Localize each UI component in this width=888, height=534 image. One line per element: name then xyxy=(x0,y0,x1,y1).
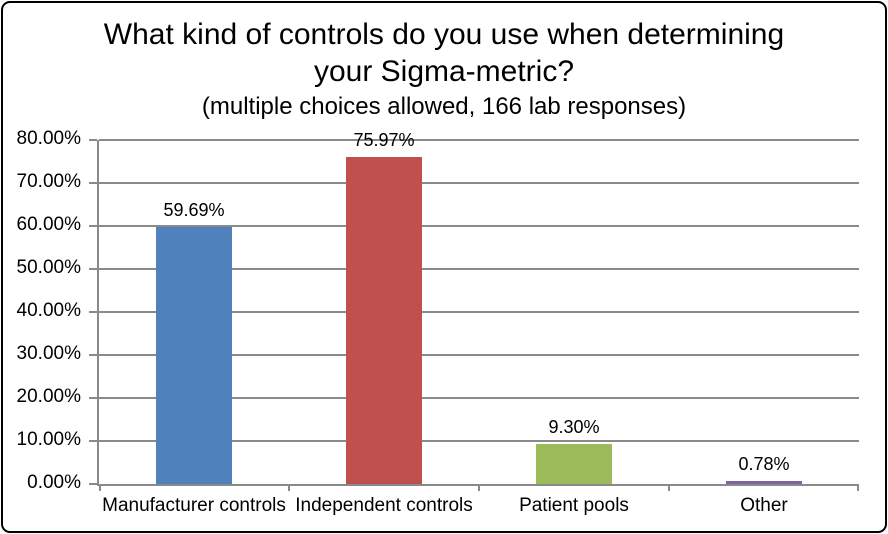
y-axis-line xyxy=(97,140,99,484)
y-axis-tick-label: 30.00% xyxy=(16,343,81,364)
gridline xyxy=(99,354,859,356)
y-axis-tick-label: 40.00% xyxy=(16,300,81,321)
y-axis-tick xyxy=(89,483,97,485)
gridline xyxy=(99,397,859,399)
y-axis-tick xyxy=(89,139,97,141)
y-axis-tick xyxy=(89,397,97,399)
gridline xyxy=(99,225,859,227)
plot-area: 0.00% 10.00% 20.00% 30.00% 40.00% 50.00% 60.00… xyxy=(17,128,859,516)
x-axis-category-label: Patient pools xyxy=(519,495,629,516)
x-axis-category-label: Manufacturer controls xyxy=(102,495,286,516)
gridline xyxy=(99,440,859,442)
gridline xyxy=(99,139,859,141)
x-axis-category-label: Independent controls xyxy=(295,495,473,516)
bar xyxy=(346,157,422,484)
y-axis-tick-label: 20.00% xyxy=(16,386,81,407)
y-axis-tick-label: 0.00% xyxy=(27,472,81,493)
bar-value-label: 59.69% xyxy=(163,200,225,221)
x-axis-tick xyxy=(857,484,859,491)
y-axis-tick-label: 80.00% xyxy=(16,128,81,149)
x-axis-tick xyxy=(478,484,480,491)
gridline xyxy=(99,311,859,313)
y-axis-tick-label: 50.00% xyxy=(16,257,81,278)
x-axis-category-label: Other xyxy=(740,495,788,516)
chart-title-block: What kind of controls do you use when de… xyxy=(3,16,885,122)
gridline xyxy=(99,182,859,184)
bar xyxy=(156,227,232,484)
y-axis-tick xyxy=(89,182,97,184)
bar xyxy=(726,480,802,484)
bar xyxy=(536,444,612,484)
bar-value-label: 9.30% xyxy=(548,417,600,438)
y-axis-tick xyxy=(89,225,97,227)
x-axis-tick xyxy=(668,484,670,491)
bar-value-label: 75.97% xyxy=(353,130,415,151)
y-axis-tick-label: 60.00% xyxy=(16,214,81,235)
x-axis-tick xyxy=(288,484,290,491)
y-axis-tick xyxy=(89,268,97,270)
y-axis-tick xyxy=(89,440,97,442)
gridline xyxy=(99,268,859,270)
y-axis-tick xyxy=(89,311,97,313)
chart-title: What kind of controls do you use when de… xyxy=(103,18,785,88)
y-axis-tick-label: 70.00% xyxy=(16,171,81,192)
y-axis-tick-label: 10.00% xyxy=(16,429,81,450)
y-axis-tick xyxy=(89,354,97,356)
bar-value-label: 0.78% xyxy=(738,453,790,474)
chart-subtitle: (multiple choices allowed, 166 lab respo… xyxy=(201,93,687,120)
x-axis-tick xyxy=(99,484,101,491)
